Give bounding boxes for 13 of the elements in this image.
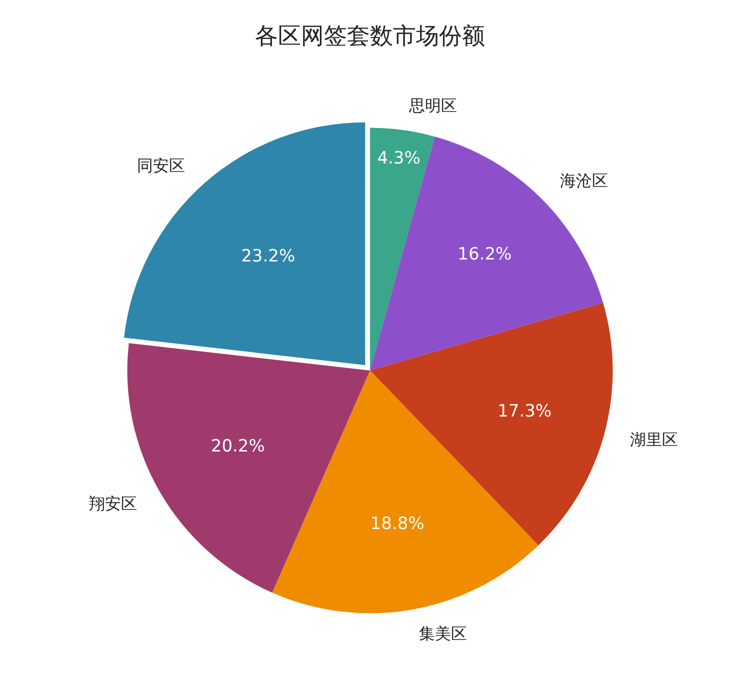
slice-label: 思明区 [408,96,457,115]
slice-label: 湖里区 [630,430,678,449]
data-label: 20.2% [210,436,265,456]
slice-label: 集美区 [419,624,467,643]
data-label: 16.2% [458,244,512,264]
data-label: 17.3% [498,402,552,422]
data-label: 18.8% [370,514,424,534]
data-label: 23.2% [241,246,296,266]
slice-label: 海沧区 [560,171,608,190]
data-label: 4.3% [377,148,420,169]
chart-title: 各区网签套数市场份额 [255,24,485,50]
slice-label: 同安区 [137,156,185,175]
slice-label: 翔安区 [89,494,137,513]
